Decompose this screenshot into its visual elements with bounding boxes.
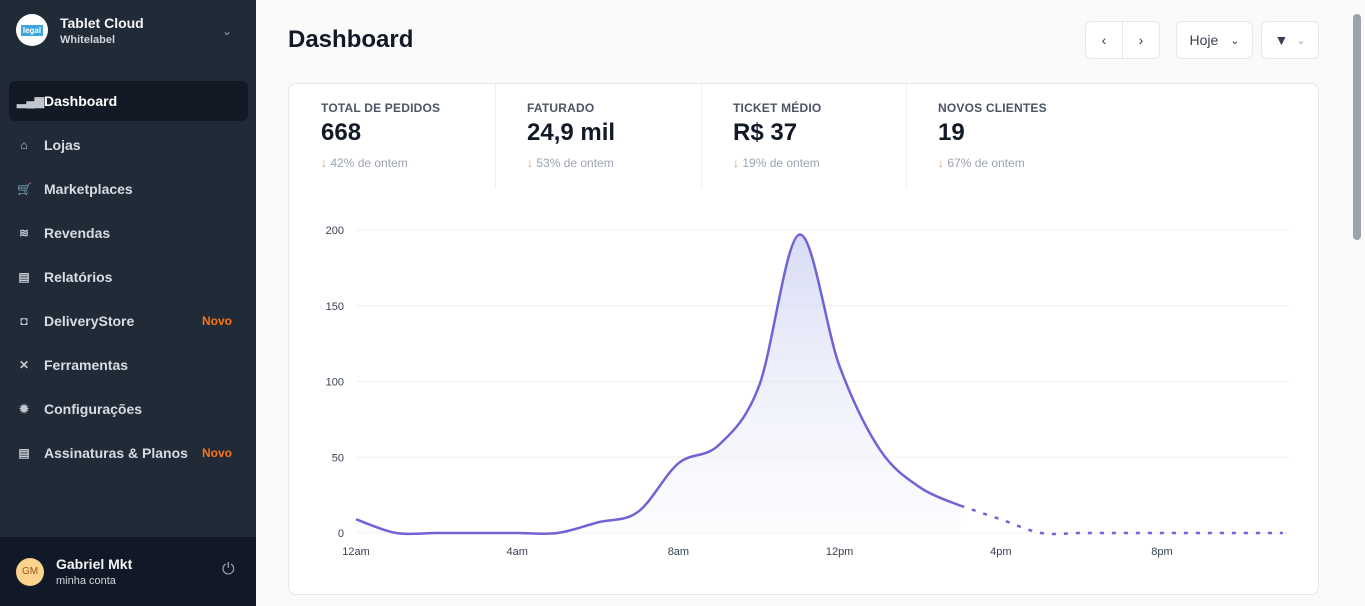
- sidebar-item-deliverystore[interactable]: ◘ DeliveryStore Novo: [9, 301, 248, 341]
- sidebar-item-configura-es[interactable]: ✹ Configurações: [9, 389, 248, 429]
- sidebar-item-label: Ferramentas: [44, 357, 129, 373]
- arrow-down-icon: ↓: [938, 156, 944, 170]
- brand-title: Tablet Cloud: [60, 14, 144, 31]
- area-fill: [356, 234, 961, 535]
- filter-icon: ▼: [1274, 32, 1289, 48]
- period-label: Hoje: [1189, 32, 1219, 48]
- stat-label: TOTAL DE PEDIDOS: [321, 101, 441, 115]
- user-name: Gabriel Mkt: [56, 556, 133, 572]
- handshake-icon: ≋: [18, 226, 30, 240]
- y-tick-label: 150: [326, 301, 344, 313]
- sidebar-nav: ▂▄▆ Dashboard ⌂ Lojas 🛒 Marketplaces ≋ Revendas…: [9, 81, 248, 477]
- sidebar-item-label: Configurações: [44, 401, 143, 417]
- period-select[interactable]: Hoje ⌄: [1176, 21, 1253, 59]
- arrow-down-icon: ↓: [733, 156, 739, 170]
- arrow-down-icon: ↓: [321, 156, 327, 170]
- sidebar-item-relat-rios[interactable]: ▤ Relatórios: [9, 257, 248, 297]
- sidebar-item-label: Marketplaces: [44, 181, 133, 197]
- orders-chart: 0 50 100 150 200 12am 4am 8am 12pm 4pm 8pm: [326, 225, 1289, 558]
- user-account-link[interactable]: minha conta: [56, 575, 116, 587]
- stat-3: NOVOS CLIENTES 19 ↓ 67% de ontem: [906, 84, 1112, 188]
- y-tick-label: 0: [338, 528, 344, 540]
- new-badge: Novo: [202, 446, 232, 460]
- delta-text: 19% de ontem: [742, 156, 820, 170]
- sidebar-item-lojas[interactable]: ⌂ Lojas: [9, 125, 248, 165]
- list-icon: ▤: [18, 446, 30, 460]
- series-line: [355, 233, 962, 536]
- tools-icon: ✕: [18, 358, 30, 372]
- new-badge: Novo: [202, 314, 232, 328]
- sidebar-item-revendas[interactable]: ≋ Revendas: [9, 213, 248, 253]
- arrow-down-icon: ↓: [527, 156, 533, 170]
- stat-label: FATURADO: [527, 101, 595, 115]
- filter-button[interactable]: ▼ ⌄: [1261, 21, 1319, 59]
- page-title: Dashboard: [288, 26, 414, 53]
- chevron-right-icon: ›: [1138, 32, 1144, 48]
- stat-1: FATURADO 24,9 mil ↓ 53% de ontem: [495, 84, 702, 188]
- power-icon[interactable]: ⏻: [222, 561, 235, 578]
- dashboard-card: TOTAL DE PEDIDOS 668 ↓ 42% de ontem FATURAD…: [288, 83, 1319, 595]
- stat-0: TOTAL DE PEDIDOS 668 ↓ 42% de ontem: [289, 84, 496, 188]
- brand-subtitle: Whitelabel: [60, 33, 116, 46]
- chevron-left-icon: ‹: [1101, 32, 1107, 48]
- sidebar-item-label: Relatórios: [44, 269, 113, 285]
- stat-value: 24,9 mil: [527, 119, 616, 146]
- y-tick-label: 100: [326, 377, 344, 389]
- y-tick-label: 200: [326, 225, 344, 237]
- next-button[interactable]: ›: [1122, 21, 1160, 59]
- x-tick-label: 8pm: [1151, 546, 1172, 558]
- account-switcher[interactable]: legal Tablet Cloud Whitelabel: [16, 14, 144, 46]
- document-icon: ▤: [18, 270, 30, 284]
- chevron-down-icon[interactable]: ⌄: [222, 24, 233, 38]
- delta-text: 42% de ontem: [330, 156, 408, 170]
- user-footer[interactable]: GM Gabriel Mkt minha conta ⏻: [0, 537, 256, 606]
- stat-delta: ↓ 53% de ontem: [527, 156, 701, 170]
- stat-label: TICKET MÉDIO: [733, 101, 822, 115]
- logo-text: legal: [20, 24, 44, 36]
- prev-button[interactable]: ‹: [1085, 21, 1123, 59]
- y-tick-label: 50: [332, 452, 344, 464]
- sidebar-item-label: Assinaturas & Planos: [44, 445, 188, 461]
- store-icon: ⌂: [20, 138, 28, 152]
- sidebar-item-assinaturas-planos[interactable]: ▤ Assinaturas & Planos Novo: [9, 433, 248, 473]
- bar-chart-icon: ▂▄▆: [17, 94, 44, 108]
- stat-delta: ↓ 19% de ontem: [733, 156, 906, 170]
- x-tick-label: 4am: [506, 546, 527, 558]
- sidebar-item-label: DeliveryStore: [44, 313, 135, 329]
- stat-2: TICKET MÉDIO R$ 37 ↓ 19% de ontem: [701, 84, 907, 188]
- x-tick-label: 4pm: [990, 546, 1011, 558]
- avatar: GM: [16, 557, 44, 586]
- sidebar-item-marketplaces[interactable]: 🛒 Marketplaces: [9, 169, 248, 209]
- brand-logo: legal: [16, 14, 48, 46]
- scrollbar[interactable]: [1353, 14, 1361, 240]
- delta-text: 53% de ontem: [536, 156, 614, 170]
- chevron-down-icon: ⌄: [1296, 34, 1306, 47]
- sidebar-item-label: Lojas: [44, 137, 81, 153]
- stat-value: 668: [321, 119, 362, 146]
- sidebar-item-label: Revendas: [44, 225, 111, 241]
- sidebar-item-dashboard[interactable]: ▂▄▆ Dashboard: [9, 81, 248, 121]
- projected-line: [960, 504, 1283, 536]
- stat-value: R$ 37: [733, 119, 798, 146]
- sidebar: legal Tablet Cloud Whitelabel ⌄ ▂▄▆ Dashb…: [0, 0, 256, 606]
- gear-icon: ✹: [18, 402, 30, 416]
- delta-text: 67% de ontem: [947, 156, 1025, 170]
- sidebar-item-label: Dashboard: [44, 93, 118, 109]
- sidebar-item-ferramentas[interactable]: ✕ Ferramentas: [9, 345, 248, 385]
- stat-value: 19: [938, 119, 965, 146]
- chevron-down-icon: ⌄: [1230, 34, 1240, 47]
- x-tick-label: 12am: [342, 546, 370, 558]
- cart-icon: 🛒: [17, 182, 32, 196]
- stat-delta: ↓ 42% de ontem: [321, 156, 495, 170]
- stat-label: NOVOS CLIENTES: [938, 101, 1047, 115]
- x-tick-label: 12pm: [826, 546, 854, 558]
- stat-delta: ↓ 67% de ontem: [938, 156, 1112, 170]
- x-tick-label: 8am: [668, 546, 689, 558]
- bag-icon: ◘: [20, 314, 28, 328]
